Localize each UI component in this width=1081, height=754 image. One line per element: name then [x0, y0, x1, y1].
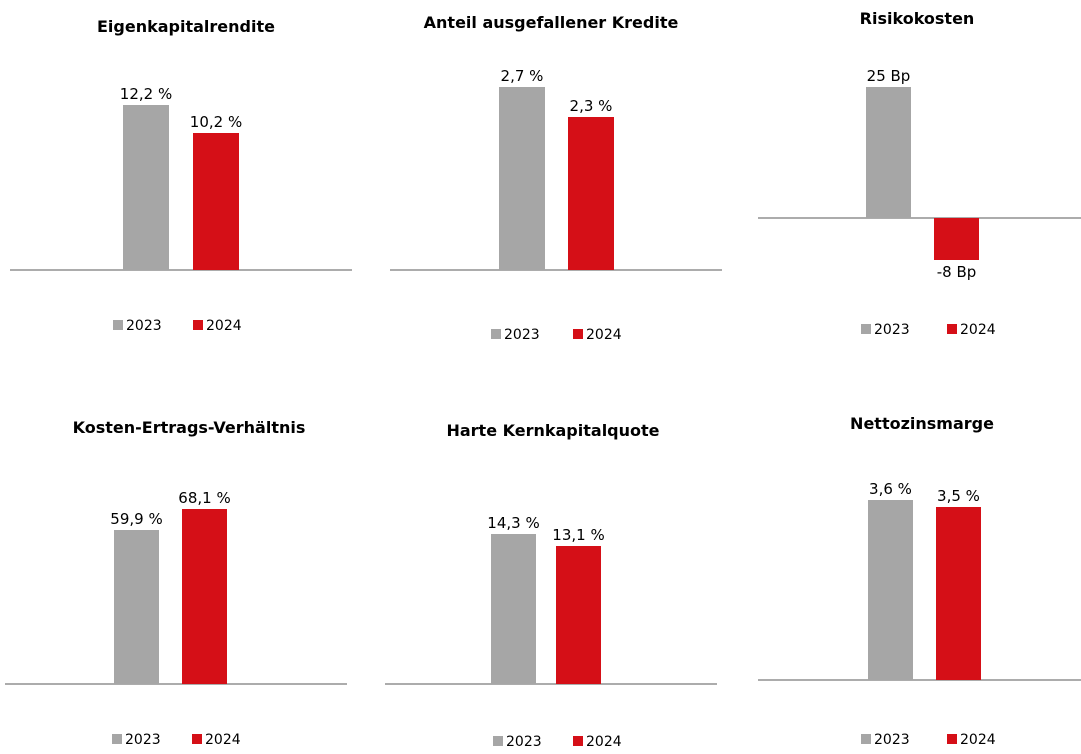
legend-swatch-2023 — [861, 324, 871, 334]
legend-label-2024: 2024 — [205, 732, 241, 748]
value-label-2024: 2,3 % — [570, 97, 613, 115]
chart-panel: Nettozinsmarge 3,6 % 3,5 % 2023 2024 — [758, 414, 1081, 748]
bar-2024 — [934, 218, 979, 260]
chart-title: Nettozinsmarge — [850, 414, 994, 433]
bar-2023 — [491, 534, 536, 684]
chart-panel: Kosten-Ertrags-Verhältnis 59,9 % 68,1 % 202… — [5, 418, 347, 748]
bar-2023 — [123, 105, 169, 270]
chart-panel: Eigenkapitalrendite 12,2 % 10,2 % 2023 2024 — [10, 17, 352, 334]
value-label-2024: 10,2 % — [190, 113, 242, 131]
legend-label-2023: 2023 — [504, 327, 540, 343]
value-label-2023: 2,7 % — [501, 67, 544, 85]
legend-swatch-2023 — [491, 329, 501, 339]
legend-label-2023: 2023 — [874, 322, 910, 338]
value-label-2024: 13,1 % — [552, 526, 604, 544]
legend-swatch-2024 — [947, 324, 957, 334]
chart-title: Risikokosten — [860, 9, 975, 28]
value-label-2023: 3,6 % — [869, 480, 912, 498]
bar-2023 — [868, 500, 913, 680]
chart-panel: Anteil ausgefallener Kredite 2,7 % 2,3 % 20… — [390, 13, 722, 343]
legend-label-2024: 2024 — [586, 327, 622, 343]
legend-swatch-2024 — [573, 736, 583, 746]
legend-swatch-2023 — [493, 736, 503, 746]
value-label-2023: 14,3 % — [487, 514, 539, 532]
value-label-2024: 68,1 % — [178, 489, 230, 507]
chart-title: Harte Kernkapitalquote — [446, 421, 659, 440]
legend-swatch-2024 — [192, 734, 202, 744]
bar-2024 — [568, 117, 614, 270]
legend-label-2024: 2024 — [960, 322, 996, 338]
bar-2024 — [556, 546, 601, 684]
legend-swatch-2023 — [112, 734, 122, 744]
value-label-2023: 12,2 % — [120, 85, 172, 103]
legend-swatch-2024 — [193, 320, 203, 330]
legend-swatch-2023 — [113, 320, 123, 330]
chart-title: Anteil ausgefallener Kredite — [424, 13, 679, 32]
legend-label-2024: 2024 — [206, 318, 242, 334]
legend-label-2024: 2024 — [960, 732, 996, 748]
legend-label-2023: 2023 — [125, 732, 161, 748]
legend-label-2023: 2023 — [506, 734, 542, 750]
value-label-2023: 59,9 % — [110, 510, 162, 528]
legend-swatch-2024 — [947, 734, 957, 744]
chart-title: Eigenkapitalrendite — [97, 17, 275, 36]
chart-panel: Harte Kernkapitalquote 14,3 % 13,1 % 2023 20… — [385, 421, 717, 750]
bar-2024 — [182, 509, 227, 684]
value-label-2024: 3,5 % — [937, 487, 980, 505]
value-label-2023: 25 Bp — [867, 67, 911, 85]
bar-2024 — [936, 507, 981, 680]
chart-panel: Risikokosten 25 Bp -8 Bp 2023 2024 — [758, 9, 1081, 338]
bar-2023 — [499, 87, 545, 270]
legend-swatch-2024 — [573, 329, 583, 339]
bar-2023 — [866, 87, 911, 218]
legend-label-2024: 2024 — [586, 734, 622, 750]
chart-title: Kosten-Ertrags-Verhältnis — [73, 418, 306, 437]
legend-label-2023: 2023 — [126, 318, 162, 334]
bar-2024 — [193, 133, 239, 270]
legend-swatch-2023 — [861, 734, 871, 744]
value-label-2024: -8 Bp — [937, 263, 977, 281]
legend-label-2023: 2023 — [874, 732, 910, 748]
bar-2023 — [114, 530, 159, 684]
